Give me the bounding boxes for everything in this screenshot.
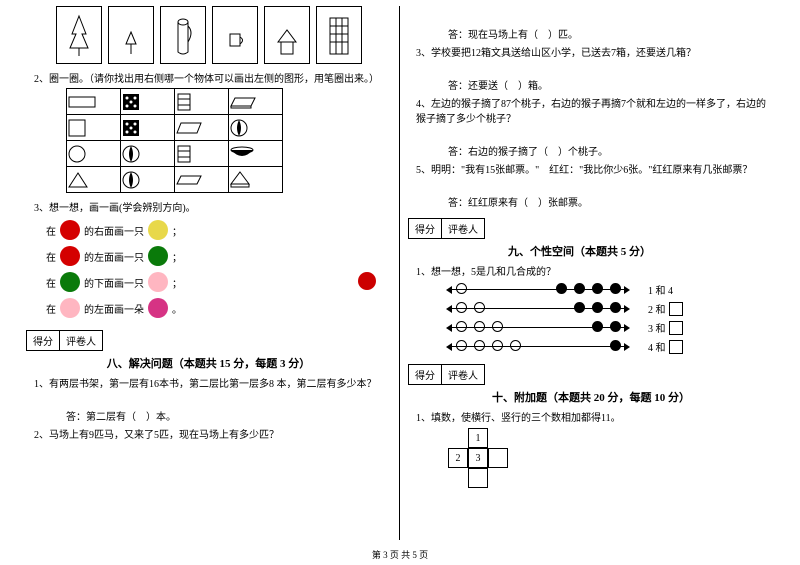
pear-icon xyxy=(148,220,168,240)
r-q5: 5、明明："我有15张邮票。" 红红："我比你少6张。"红红原来有几张邮票？ xyxy=(416,161,774,176)
grader-label: 评卷人 xyxy=(442,219,484,238)
grader-label: 评卷人 xyxy=(60,331,102,350)
q2-r2-o3 xyxy=(229,115,283,141)
r-a3: 答：还要送（ ）箱。 xyxy=(448,77,774,92)
peach-icon xyxy=(60,298,80,318)
dot-row-3: 3 和 xyxy=(448,320,774,335)
cross-grid: 1 2 3 xyxy=(448,428,508,488)
q3-row-2: 在 的左面画一只 ； xyxy=(46,246,391,266)
watermelon-icon xyxy=(60,272,80,292)
img-tree-tall xyxy=(56,6,102,64)
q2-r2-o2 xyxy=(175,115,229,141)
radish-icon xyxy=(60,246,80,266)
img-building xyxy=(316,6,362,64)
q2-r3-shape xyxy=(67,141,121,167)
q3-r1-pre: 在 xyxy=(46,223,56,238)
q2-prompt: 2、圈一圈。（请你找出用右侧哪一个物体可以画出左侧的图形，用笔圈出来。） xyxy=(34,70,391,85)
page-footer: 第 3 页 共 5 页 xyxy=(0,548,800,561)
q2-table xyxy=(66,88,283,193)
q3-r2-pre: 在 xyxy=(46,249,56,264)
answer-box[interactable] xyxy=(669,340,683,354)
section-9-title: 九、个性空间（本题共 5 分） xyxy=(508,243,774,259)
r-q3: 3、学校要把12箱文具送给山区小学，已送去7箱，还要送几箱？ xyxy=(416,44,774,59)
q2-r1-o1 xyxy=(121,89,175,115)
q3-r4-mid: 的左面画一朵 xyxy=(84,301,144,316)
q3-r4-post: 。 xyxy=(172,301,182,316)
cross-midR[interactable] xyxy=(488,448,508,468)
answer-box[interactable] xyxy=(669,321,683,335)
img-house xyxy=(264,6,310,64)
q2-r3-o3 xyxy=(229,141,283,167)
score-box-10: 得分 评卷人 xyxy=(408,364,485,385)
section-10-title: 十、附加题（本题共 20 分，每题 10 分） xyxy=(408,389,774,405)
dot-label-2: 2 和 xyxy=(648,301,666,316)
r-q4: 4、左边的猴子摘了87个桃子，右边的猴子再摘7个就和左边的一样多了，右边的猴子摘… xyxy=(416,95,774,125)
q3-row-4: 在 的左面画一朵 。 xyxy=(46,298,391,318)
cross-mid[interactable]: 3 xyxy=(468,448,488,468)
section-8-title: 八、解决问题（本题共 15 分，每题 3 分） xyxy=(26,355,391,371)
img-tree-small xyxy=(108,6,154,64)
dot-row-1: 1 和 4 xyxy=(448,282,774,297)
q2-r2-shape xyxy=(67,115,121,141)
dot-row-4: 4 和 xyxy=(448,339,774,354)
left-column: 2、圈一圈。（请你找出用右侧哪一个物体可以画出左侧的图形，用笔圈出来。） xyxy=(18,6,400,540)
dot-label-4: 4 和 xyxy=(648,339,666,354)
s8-q2: 2、马场上有9匹马，又来了5匹，现在马场上有多少匹？ xyxy=(34,426,391,441)
watermelon-icon xyxy=(148,246,168,266)
r-a2: 答：现在马场上有（ ）匹。 xyxy=(448,26,774,41)
stray-apple-icon xyxy=(358,272,376,290)
s10-q1: 1、填数，使横行、竖行的三个数相加都得11。 xyxy=(416,409,774,424)
dot-row-2: 2 和 xyxy=(448,301,774,316)
score-label: 得分 xyxy=(409,365,442,384)
score-box-8: 得分 评卷人 xyxy=(26,330,103,351)
dot-label-3: 3 和 xyxy=(648,320,666,335)
radish-icon xyxy=(60,220,80,240)
q3-r1-post: ； xyxy=(172,223,182,238)
img-cup xyxy=(212,6,258,64)
right-column: 答：现在马场上有（ ）匹。 3、学校要把12箱文具送给山区小学，已送去7箱，还要… xyxy=(400,6,782,540)
q2-r1-o3 xyxy=(229,89,283,115)
q3-prompt: 3、想一想，画一画(学会辨别方向)。 xyxy=(34,199,391,214)
q3-r1-mid: 的右面画一只 xyxy=(84,223,144,238)
grader-label: 评卷人 xyxy=(442,365,484,384)
q3-r3-mid: 的下面画一只 xyxy=(84,275,144,290)
dot-label-1: 1 和 4 xyxy=(648,282,673,297)
answer-box[interactable] xyxy=(669,302,683,316)
q2-r3-o1 xyxy=(121,141,175,167)
r-a4: 答：右边的猴子摘了（ ）个桃子。 xyxy=(448,143,774,158)
q2-r3-o2 xyxy=(175,141,229,167)
q3-r2-post: ； xyxy=(172,249,182,264)
q2-r1-o2 xyxy=(175,89,229,115)
q2-r4-o1 xyxy=(121,167,175,193)
q3-r3-post: ； xyxy=(172,275,182,290)
q3-r3-pre: 在 xyxy=(46,275,56,290)
q3-r2-mid: 的左面画一只 xyxy=(84,249,144,264)
q1-image-row xyxy=(56,6,391,64)
flower-icon xyxy=(148,298,168,318)
q3-row-3: 在 的下面画一只 ； xyxy=(46,272,391,292)
score-label: 得分 xyxy=(27,331,60,350)
q2-r1-shape xyxy=(67,89,121,115)
img-thermos xyxy=(160,6,206,64)
q2-r4-shape xyxy=(67,167,121,193)
cross-top[interactable]: 1 xyxy=(468,428,488,448)
s9-q1: 1、想一想，5是几和几合成的？ xyxy=(416,263,774,278)
dot-diagram: 1 和 4 2 和 xyxy=(448,282,774,354)
q2-r4-o2 xyxy=(175,167,229,193)
s8-q1: 1、有两层书架，第一层有16本书，第二层比第一层多8 本，第二层有多少本？ xyxy=(34,375,391,390)
score-box-9: 得分 评卷人 xyxy=(408,218,485,239)
cross-midL[interactable]: 2 xyxy=(448,448,468,468)
q2-r2-o1 xyxy=(121,115,175,141)
peach-icon xyxy=(148,272,168,292)
q3-row-1: 在 的右面画一只 ； xyxy=(46,220,391,240)
score-label: 得分 xyxy=(409,219,442,238)
q2-r4-o3 xyxy=(229,167,283,193)
s8-a1: 答：第二层有（ ）本。 xyxy=(66,408,391,423)
q3-r4-pre: 在 xyxy=(46,301,56,316)
r-a5: 答：红红原来有（ ）张邮票。 xyxy=(448,194,774,209)
cross-bot[interactable] xyxy=(468,468,488,488)
